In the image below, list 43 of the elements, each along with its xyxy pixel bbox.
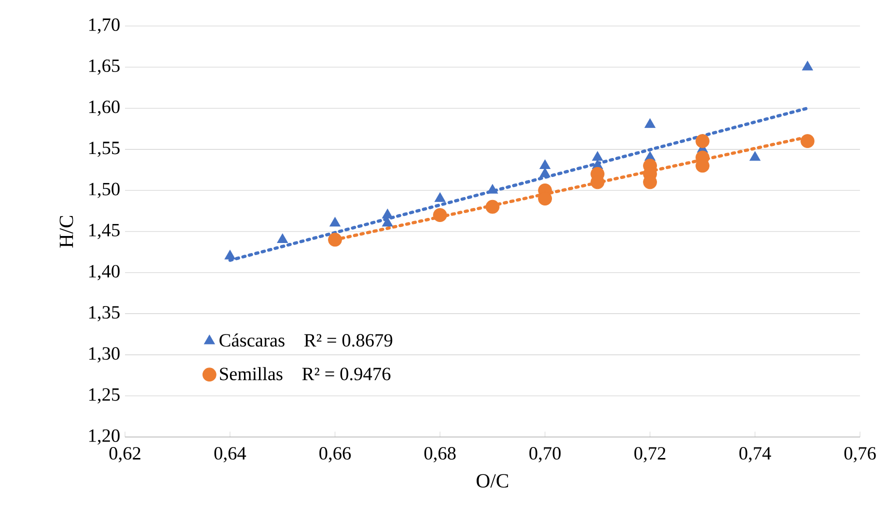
y-tick-label: 1,25 [89,388,120,404]
y-tick-label: 1,50 [89,182,120,198]
y-tick-label: 1,35 [89,306,120,322]
point [486,200,500,214]
point [330,217,340,227]
y-tick-label: 1,40 [89,264,120,280]
point [750,151,760,161]
x-tick-label: 0,72 [634,447,666,462]
point [802,60,813,70]
point [540,159,550,170]
point [382,208,393,218]
point [696,134,710,148]
point [434,192,446,202]
annotation: R² = 0.9476 [302,368,390,380]
point [487,184,498,194]
point [382,217,393,227]
x-tick-label: 0,66 [319,447,351,462]
point [224,250,236,260]
point [592,151,603,161]
legend-label: Semillas [220,367,282,380]
y-tick-label: 1,65 [89,59,120,75]
y-tick-label: 1,60 [89,100,120,116]
y-tick-label: 1,45 [89,224,120,240]
point [277,233,288,243]
y-axis-title: H/C [60,216,74,248]
y-tick-label: 1,30 [89,347,120,362]
x-tick-label: 0,62 [109,447,140,462]
point [644,118,656,128]
point [328,232,342,247]
y-tick-label: 1,20 [89,429,120,445]
y-tick-label: 1,70 [89,18,120,34]
point [433,208,447,222]
annotation: R² = 0.8679 [304,334,392,347]
x-tick-label: 0,76 [844,447,876,462]
point [800,134,814,148]
point [540,168,550,178]
legend-label: Cáscaras [220,333,284,347]
x-tick-label: 0,74 [739,447,772,462]
x-tick-label: 0,68 [424,447,456,462]
x-axis-title: O/C [476,474,508,488]
y-tick-label: 1,55 [89,142,120,157]
x-tick-label: 0,64 [214,447,246,462]
x-tick-label: 0,70 [529,447,561,462]
